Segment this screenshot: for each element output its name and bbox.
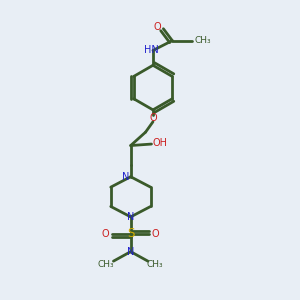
Text: CH₃: CH₃ bbox=[195, 36, 211, 45]
Text: N: N bbox=[127, 247, 134, 256]
Text: N: N bbox=[127, 212, 134, 222]
Text: O: O bbox=[102, 229, 110, 239]
Text: O: O bbox=[150, 113, 158, 123]
Text: CH₃: CH₃ bbox=[147, 260, 164, 269]
Text: N: N bbox=[122, 172, 129, 182]
Text: O: O bbox=[152, 229, 160, 239]
Text: O: O bbox=[153, 22, 160, 32]
Text: CH₃: CH₃ bbox=[98, 260, 115, 269]
Text: S: S bbox=[127, 227, 134, 240]
Text: OH: OH bbox=[153, 139, 168, 148]
Text: HN: HN bbox=[144, 45, 159, 56]
